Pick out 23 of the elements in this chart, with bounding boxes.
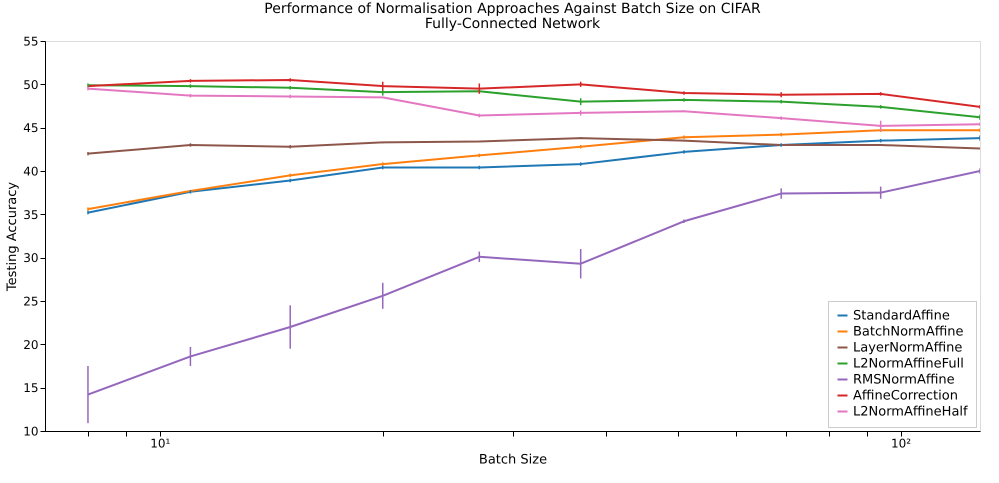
y-tick-label: 45 <box>23 121 38 136</box>
y-tick-label: 25 <box>23 294 38 308</box>
legend-label: RMSNormAffine <box>853 372 955 388</box>
legend-label: StandardAffine <box>853 308 950 324</box>
y-tick-label: 35 <box>23 208 38 222</box>
y-tick-label: 30 <box>23 251 38 266</box>
legend-label: L2NormAffineHalf <box>853 404 968 420</box>
x-axis-title: Batch Size <box>478 452 548 468</box>
y-tick-label: 20 <box>23 338 38 352</box>
y-tick-label: 40 <box>23 164 38 178</box>
legend-label: AffineCorrection <box>853 388 958 404</box>
chart-subtitle: Fully-Connected Network <box>424 16 602 32</box>
y-tick-label: 55 <box>23 34 38 48</box>
legend-label: L2NormAffineFull <box>853 356 964 372</box>
y-tick-label: 15 <box>23 381 38 396</box>
x-tick-label: 10¹ <box>150 436 170 450</box>
y-tick-label: 10 <box>23 424 38 438</box>
y-tick-label: 50 <box>23 78 38 92</box>
chart-title: Performance of Normalisation Approaches Against Batch Size on CIFAR <box>264 1 761 17</box>
x-tick-label: 10² <box>891 436 912 450</box>
legend-label: BatchNormAffine <box>853 324 964 340</box>
y-axis-title: Testing Accuracy <box>5 182 20 292</box>
legend-label: LayerNormAffine <box>853 340 962 356</box>
